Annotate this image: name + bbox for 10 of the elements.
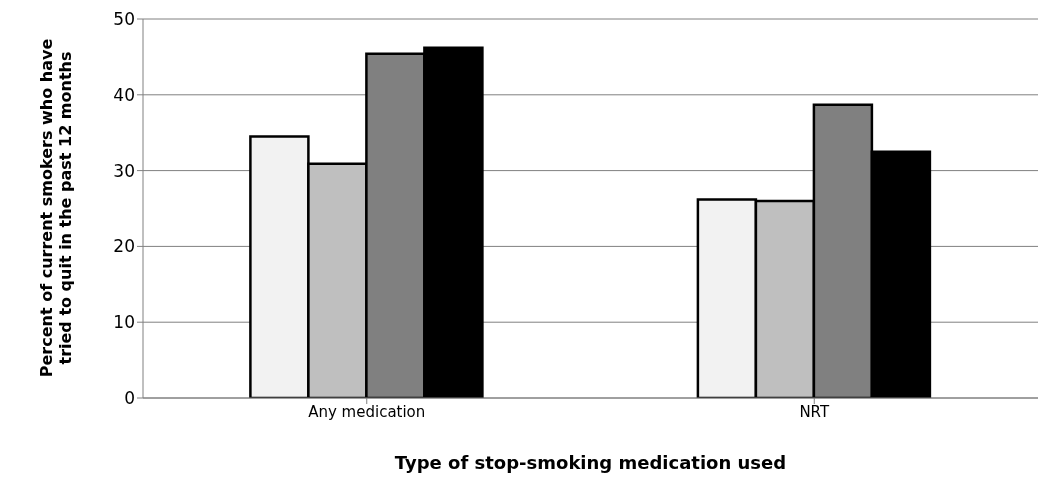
y-tick-label: 50 xyxy=(113,9,135,30)
y-axis-title: Percent of current smokers who have tried to quit in the past 12 months xyxy=(37,37,75,380)
x-tick-label: NRT xyxy=(799,402,830,421)
y-tick-label: 30 xyxy=(113,160,135,181)
y-tick-label: 10 xyxy=(113,312,135,333)
y-tick-label: 20 xyxy=(113,236,135,257)
y-tick-label: 0 xyxy=(124,388,135,409)
x-tick-label: Any medication xyxy=(308,402,426,421)
y-tick-label: 40 xyxy=(113,84,135,105)
x-axis-title: Type of stop-smoking medication used xyxy=(394,452,787,473)
